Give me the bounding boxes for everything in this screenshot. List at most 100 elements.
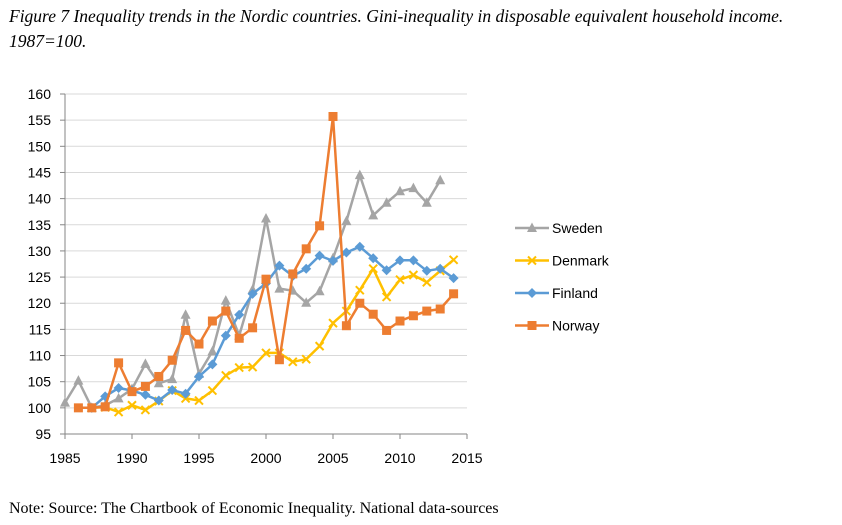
- y-tick-label: 135: [28, 217, 52, 233]
- axes: [60, 93, 468, 439]
- norway-point: [154, 371, 164, 381]
- finland-point: [194, 371, 204, 382]
- finland-point: [113, 382, 124, 393]
- y-tick-label: 125: [28, 269, 52, 285]
- legend-marker: [527, 222, 537, 232]
- norway-point: [395, 316, 405, 326]
- finland-point: [381, 265, 392, 276]
- y-tick-label: 100: [28, 400, 52, 416]
- norway-point: [408, 311, 418, 321]
- sweden-point: [381, 197, 392, 207]
- denmark-point: [261, 348, 271, 358]
- denmark-point: [368, 264, 378, 274]
- y-tick-label: 105: [28, 374, 52, 390]
- denmark-line: [91, 258, 455, 414]
- y-tick-labels: 95 100 105 110 115 120 125 130 135 140 145 150 155 16…: [28, 86, 52, 442]
- sweden-point: [261, 212, 271, 223]
- sweden-point: [274, 283, 285, 293]
- finland-point: [247, 288, 258, 299]
- sweden-point: [73, 375, 84, 385]
- sweden-point: [140, 358, 151, 368]
- denmark-point: [408, 270, 419, 280]
- denmark-point: [395, 274, 405, 285]
- norway-point: [435, 304, 445, 314]
- legend-label: Finland: [552, 285, 598, 301]
- finland-point: [368, 253, 379, 264]
- norway-point: [73, 403, 83, 413]
- figure-caption: Figure 7 Inequality trends in the Nordic…: [9, 6, 784, 51]
- sweden-point: [408, 182, 419, 193]
- y-tick-label: 160: [28, 86, 52, 102]
- denmark-point: [422, 277, 432, 288]
- norway-point: [248, 323, 258, 333]
- norway-point: [301, 244, 311, 254]
- denmark-point: [314, 341, 325, 351]
- legend-item-denmark: Denmark: [515, 253, 610, 269]
- finland-point: [207, 359, 218, 370]
- grid-lines: [65, 93, 467, 409]
- y-tick-label: 155: [28, 112, 52, 128]
- norway-point: [341, 321, 351, 331]
- y-tick-label: 115: [29, 321, 52, 337]
- sweden-point: [341, 215, 352, 226]
- sweden-point: [435, 174, 446, 185]
- denmark-point: [448, 255, 459, 265]
- norway-point: [221, 306, 231, 316]
- y-tick-label: 95: [35, 426, 51, 442]
- sweden-point: [60, 397, 70, 407]
- x-tick-labels: 1985 1990 1995 2000 2005 2010 2015: [49, 450, 482, 466]
- sweden-point: [301, 297, 312, 307]
- denmark-point: [127, 400, 137, 410]
- finland-point: [301, 263, 312, 274]
- finland-point: [408, 255, 419, 266]
- x-tick-label: 2015: [451, 450, 482, 466]
- norway-point: [261, 274, 271, 284]
- legend-label: Denmark: [552, 253, 610, 269]
- x-tick-label: 2000: [250, 450, 281, 466]
- series-group: [60, 111, 459, 417]
- finland-point: [314, 250, 325, 261]
- legend-item-finland: Finland: [515, 285, 598, 301]
- finland-point: [421, 265, 432, 276]
- norway-point: [315, 221, 325, 231]
- denmark-point: [355, 285, 365, 295]
- finland-point: [328, 255, 338, 266]
- finland-point: [167, 385, 178, 396]
- finland-point: [395, 255, 405, 266]
- norway-point: [449, 289, 459, 299]
- denmark-point: [247, 362, 258, 372]
- denmark-point: [328, 318, 338, 328]
- sweden-point: [180, 309, 191, 319]
- x-tick-label: 1985: [49, 450, 80, 466]
- sweden-point: [220, 295, 231, 305]
- legend-marker: [527, 321, 537, 330]
- norway-point: [127, 387, 137, 397]
- series-finland: [86, 241, 459, 413]
- finland-point: [153, 395, 164, 406]
- norway-point: [234, 333, 244, 343]
- norway-point: [87, 403, 97, 413]
- sweden-point: [314, 285, 325, 296]
- norway-point: [207, 316, 217, 326]
- sweden-point: [207, 345, 218, 356]
- legend-item-sweden: Sweden: [515, 220, 603, 236]
- y-tick-label: 145: [28, 164, 52, 180]
- legend-item-norway: Norway: [515, 318, 599, 334]
- y-tick-label: 150: [28, 138, 52, 154]
- finland-point: [234, 309, 245, 320]
- norway-point: [328, 111, 338, 121]
- norway-point: [181, 325, 191, 335]
- denmark-point: [140, 405, 151, 415]
- legend-marker: [527, 288, 537, 298]
- finland-point: [140, 389, 151, 400]
- denmark-point: [234, 362, 244, 373]
- y-tick-label: 140: [28, 191, 52, 207]
- source-note: Note: Source: The Chartbook of Economic …: [9, 500, 499, 517]
- legend-label: Sweden: [552, 220, 603, 236]
- denmark-point: [113, 407, 124, 417]
- x-tick-label: 2010: [384, 450, 415, 466]
- y-tick-label: 120: [28, 295, 52, 311]
- finland-point: [354, 241, 365, 252]
- sweden-point: [354, 169, 365, 180]
